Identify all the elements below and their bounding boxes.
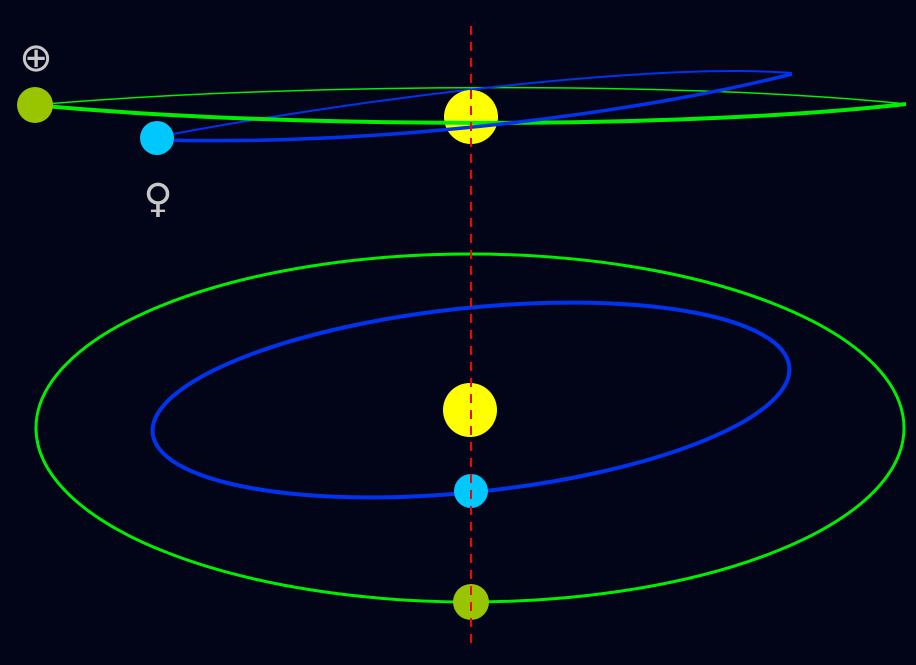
earth-planet-edge: [17, 87, 53, 123]
earth-symbol: ⊕: [19, 35, 53, 81]
venus-symbol: ♀: [143, 176, 172, 222]
sun-edge: [444, 90, 498, 144]
venus-planet-edge: [140, 121, 174, 155]
venus-orbit-edge-front: [156, 72, 793, 143]
edge-on-view: ⊕ ♀: [17, 35, 907, 222]
top-down-view: [34, 252, 906, 620]
earth-orbit-edge-front: [33, 102, 907, 125]
venus-orbit-edge-back: [156, 70, 793, 138]
